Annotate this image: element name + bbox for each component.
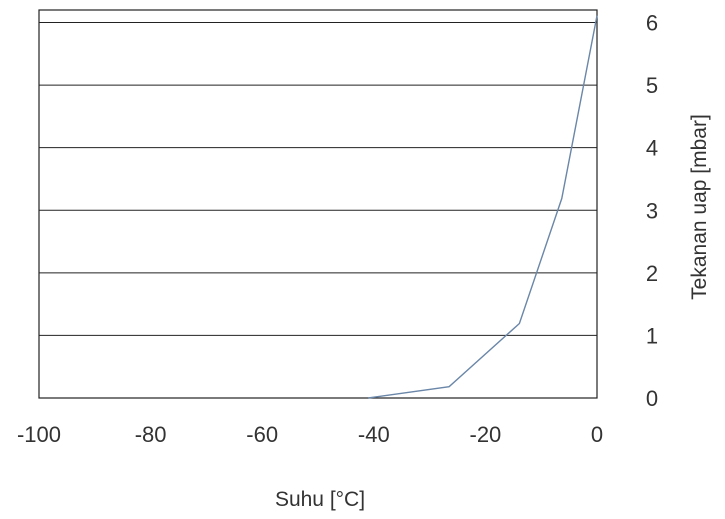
y-axis-ticks: 0 1 2 3 4 5 6 xyxy=(646,11,658,411)
x-tick-label: -60 xyxy=(246,422,278,447)
y-tick-label: 1 xyxy=(646,323,658,348)
y-tick-label: 6 xyxy=(646,11,658,36)
y-tick-label: 3 xyxy=(646,198,658,223)
series-line-vapor-pressure xyxy=(368,15,598,399)
x-tick-label: -20 xyxy=(470,422,502,447)
x-tick-label: -100 xyxy=(17,422,61,447)
x-tick-label: -80 xyxy=(135,422,167,447)
x-axis-ticks: -100 -80 -60 -40 -20 0 xyxy=(17,422,603,447)
plot-frame xyxy=(38,9,598,399)
x-tick-label: -40 xyxy=(358,422,390,447)
x-tick-label: 0 xyxy=(591,422,603,447)
y-tick-label: 5 xyxy=(646,73,658,98)
y-tick-label: 4 xyxy=(646,136,658,161)
y-axis-title: Tekanan uap [mbar] xyxy=(688,114,711,300)
y-tick-label: 0 xyxy=(646,386,658,411)
x-axis-title: Suhu [°C] xyxy=(275,488,365,511)
grid-lines xyxy=(39,22,597,336)
y-tick-label: 2 xyxy=(646,261,658,286)
